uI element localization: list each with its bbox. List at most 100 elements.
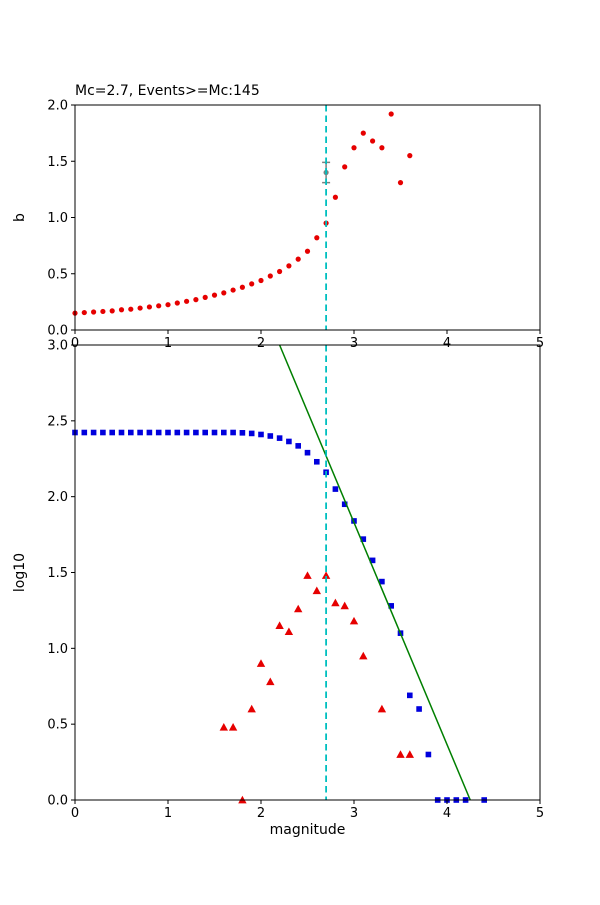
cumulative-event-counts-marker (128, 429, 134, 436)
cumulative-event-counts-marker (100, 429, 106, 436)
cumulative-event-counts-marker (332, 486, 339, 492)
b-vs-cutoff-magnitude-marker (351, 145, 357, 151)
b-vs-cutoff-magnitude-marker (314, 235, 320, 241)
b-vs-cutoff-magnitude-marker (128, 306, 134, 312)
binned-event-counts-marker (247, 704, 256, 713)
cumulative-event-counts-marker (211, 429, 218, 436)
cumulative-event-counts-marker (314, 458, 320, 465)
cumulative-event-counts-marker (369, 557, 376, 564)
y-tick-label: 2.0 (47, 490, 68, 505)
x-tick-label: 1 (164, 336, 172, 351)
cumulative-event-counts-marker (425, 751, 432, 758)
b-vs-cutoff-magnitude-marker (249, 281, 255, 287)
binned-event-counts-marker (294, 604, 303, 613)
b-vs-cutoff-magnitude-marker (304, 248, 311, 254)
binned-event-counts-marker (256, 659, 266, 667)
y-axis-label: log10 (12, 553, 28, 592)
gutenberg-richter-fit-line (278, 344, 471, 801)
cumulative-event-counts-marker (239, 430, 246, 436)
binned-event-counts-marker (219, 723, 228, 731)
cumulative-event-counts-marker (183, 429, 190, 436)
binned-event-counts-marker (275, 621, 284, 629)
b-vs-cutoff-magnitude-marker (388, 111, 394, 117)
binned-event-counts-marker (321, 571, 331, 579)
cumulative-event-counts-marker (118, 429, 125, 436)
b-vs-cutoff-magnitude-marker (286, 263, 292, 269)
x-tick-label: 0 (71, 806, 79, 821)
cumulative-event-counts-marker (360, 536, 367, 542)
y-tick-label: 3.0 (47, 339, 68, 354)
binned-event-counts-marker (340, 601, 349, 610)
x-tick-label: 2 (257, 336, 265, 351)
b-value-panel: 0 1 2 3 4 5 0.0 0.5 1.0 1.5 2.0 Mc=2.7, Events>=Mc:… (12, 83, 544, 351)
cumulative-event-counts-marker (202, 429, 208, 436)
cumulative-event-counts-marker (221, 429, 227, 436)
b-vs-cutoff-magnitude-marker (407, 153, 413, 159)
cumulative-event-counts-marker (90, 429, 97, 436)
y-tick-label: 1.0 (47, 211, 68, 226)
binned-event-counts-marker (331, 598, 340, 607)
cumulative-event-counts-marker (109, 429, 115, 436)
b-vs-cutoff-magnitude-marker (165, 302, 171, 308)
x-tick-label: 2 (257, 806, 265, 821)
y-axis-label: b (12, 213, 28, 222)
b-vs-cutoff-magnitude-marker (295, 256, 301, 262)
cumulative-event-counts-marker (304, 449, 311, 456)
cumulative-event-counts-marker (388, 603, 394, 609)
cumulative-event-counts-marker (230, 429, 236, 436)
binned-event-counts-marker (312, 586, 321, 595)
cumulative-event-counts-marker (258, 431, 264, 438)
x-tick-label: 3 (350, 336, 358, 351)
cumulative-event-counts-marker (276, 435, 283, 441)
cumulative-event-counts-marker (341, 501, 348, 508)
b-vs-cutoff-magnitude-marker (156, 303, 162, 309)
y-tick-label: 0.0 (47, 324, 68, 339)
y-tick-label: 1.5 (47, 566, 68, 581)
b-vs-cutoff-magnitude-marker (100, 308, 106, 315)
x-tick-label: 5 (536, 336, 544, 351)
b-vs-cutoff-magnitude-marker (137, 305, 143, 311)
cumulative-event-counts-marker (137, 429, 143, 436)
binned-event-counts-marker (284, 627, 294, 636)
b-vs-cutoff-magnitude-marker (202, 294, 208, 300)
b-vs-cutoff-magnitude-marker (360, 130, 366, 136)
b-vs-cutoff-magnitude-marker (258, 277, 264, 284)
y-tick-label: 0.0 (47, 794, 68, 809)
x-tick-label: 3 (350, 806, 358, 821)
x-tick-label: 5 (536, 806, 544, 821)
cumulative-event-counts-marker (165, 429, 171, 436)
panel-title: Mc=2.7, Events>=Mc:145 (75, 83, 260, 99)
b-vs-cutoff-magnitude-marker (146, 304, 152, 310)
x-tick-label: 4 (443, 336, 451, 351)
x-axis-label: magnitude (270, 822, 346, 838)
b-vs-cutoff-magnitude-marker (221, 290, 227, 296)
cumulative-event-counts-marker (174, 429, 181, 436)
b-vs-cutoff-magnitude-marker (118, 307, 125, 313)
b-vs-cutoff-magnitude-marker (397, 180, 404, 186)
y-tick-label: 1.5 (47, 155, 68, 170)
x-tick-label: 4 (443, 806, 451, 821)
b-vs-cutoff-magnitude-marker (91, 309, 97, 315)
cumulative-event-counts-marker (379, 578, 385, 585)
b-vs-cutoff-magnitude-marker (174, 300, 180, 306)
cumulative-event-counts-marker (193, 429, 199, 436)
binned-event-counts-marker (303, 571, 312, 579)
binned-event-counts-marker (377, 704, 387, 713)
binned-event-counts-marker (228, 723, 238, 731)
cumulative-event-counts-marker (267, 433, 274, 439)
b-vs-cutoff-magnitude-marker (277, 268, 283, 275)
b-vs-cutoff-magnitude-marker (332, 194, 338, 200)
x-tick-label: 1 (164, 806, 172, 821)
b-vs-cutoff-magnitude-marker (239, 284, 245, 290)
y-tick-label: 0.5 (47, 267, 68, 282)
b-vs-cutoff-magnitude-marker (211, 292, 218, 298)
cumulative-event-counts-marker (286, 438, 292, 445)
y-tick-label: 2.5 (47, 414, 68, 429)
b-vs-cutoff-magnitude (72, 111, 413, 316)
cumulative-event-counts-marker (81, 429, 88, 436)
y-tick-label: 1.0 (47, 642, 68, 657)
binned-event-counts-marker (359, 651, 368, 660)
